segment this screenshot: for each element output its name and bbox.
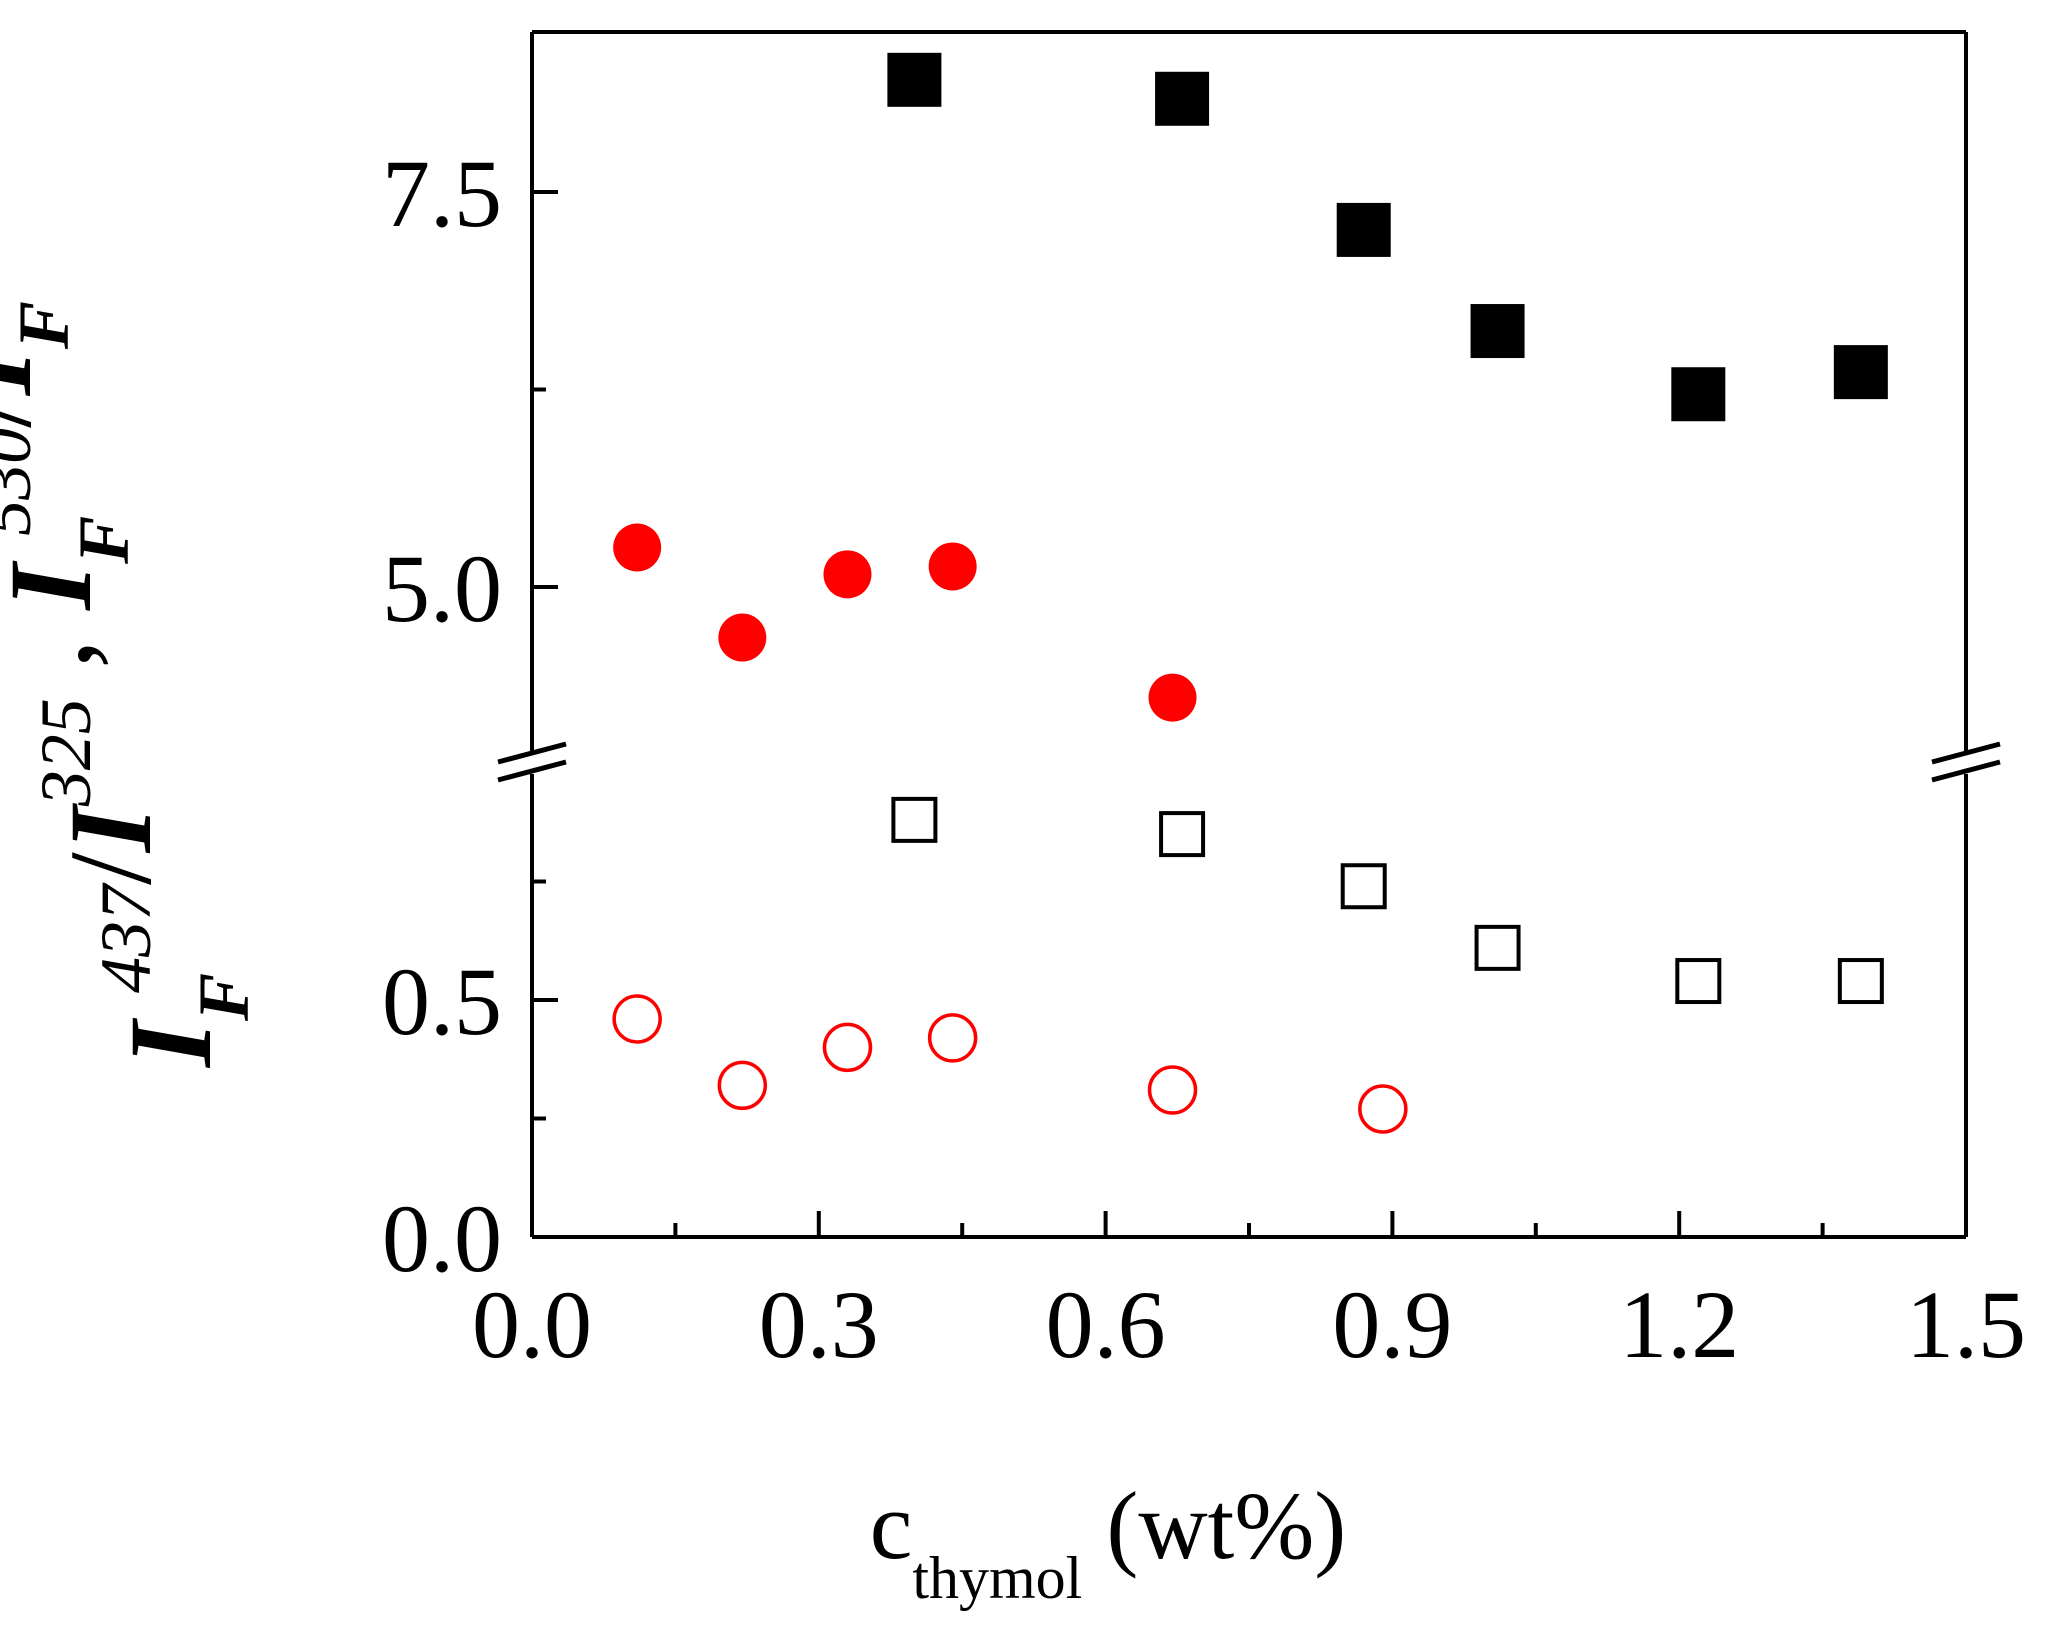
x-tick-label: 0.9 (1332, 1271, 1452, 1378)
open-square-marker (1159, 811, 1206, 858)
y-axis-title: IF437/I325 , IF530/IF325 (0, 213, 264, 1069)
filled-circle-marker (928, 542, 977, 591)
open-circle-marker (612, 994, 662, 1044)
open-circle-marker (927, 1013, 978, 1063)
open-circle-marker (822, 1022, 873, 1073)
open-circle-marker (1147, 1065, 1198, 1115)
x-tick-label: 0.3 (759, 1271, 879, 1378)
data-marks (612, 52, 1888, 1134)
x-tick-label: 0.0 (472, 1271, 592, 1378)
axis-break-left-0 (497, 741, 567, 765)
tick-labels: 0.0 0.3 0.6 0.9 1.2 1.5 0.0 0.5 5.0 7.5 (382, 140, 2026, 1378)
open-circle-marker (717, 1060, 768, 1111)
y-title-symbol: I (0, 345, 56, 397)
x-tick-label: 0.6 (1046, 1271, 1166, 1378)
y-tick-label: 0.0 (382, 1185, 502, 1292)
y-title-separator: / (45, 852, 176, 885)
axis-break-right-1 (1931, 759, 2001, 783)
filled-circle-marker (718, 613, 767, 662)
y-title-symbol: I (45, 802, 176, 854)
filled-square-marker (1470, 304, 1525, 359)
axis-break-left-1 (497, 759, 567, 783)
x-tick-label: 1.2 (1619, 1271, 1739, 1378)
filled-square-marker (887, 52, 942, 107)
x-title-suffix: (wt%) (1082, 1472, 1346, 1579)
y-title-superscript: 325 (26, 698, 106, 807)
axes-layer (497, 30, 2001, 1239)
y-tick-label: 7.5 (382, 140, 502, 247)
x-title-base: c (870, 1472, 913, 1579)
filled-square-marker (1833, 345, 1888, 400)
x-tick-label: 1.5 (1906, 1271, 2026, 1378)
filled-square-marker (1336, 202, 1391, 257)
y-title-subscript: F (4, 301, 84, 350)
y-title-subscript: F (64, 516, 144, 565)
open-square-marker (1474, 924, 1521, 971)
filled-circle-marker (613, 523, 662, 572)
y-title-separator: , (0, 610, 116, 699)
filled-square-marker (1671, 367, 1726, 422)
x-axis-title: cthymol (wt%) (870, 1472, 1347, 1611)
open-circle-marker (1358, 1084, 1408, 1134)
y-title-symbol: I (0, 560, 116, 612)
y-title-symbol: I (105, 1017, 236, 1069)
filled-circle-marker (823, 550, 872, 599)
y-tick-label: 0.5 (382, 948, 502, 1055)
y-title-superscript: 530 (0, 428, 46, 536)
y-title-superscript: 437 (86, 882, 166, 993)
open-square-marker (1675, 958, 1722, 1005)
y-title-subscript: F (184, 973, 264, 1022)
open-square-marker (1340, 863, 1387, 910)
filled-square-marker (1155, 71, 1210, 126)
open-square-marker (891, 796, 938, 843)
y-title-separator: / (0, 395, 56, 428)
axis-break-right-0 (1931, 741, 2001, 765)
y-axis-title-group: IF437/I325 , IF530/IF325 (0, 213, 264, 1069)
y-tick-label: 5.0 (382, 535, 502, 642)
filled-circle-marker (1148, 673, 1197, 722)
open-square-marker (1837, 958, 1884, 1005)
x-title-subscript: thymol (912, 1545, 1082, 1611)
